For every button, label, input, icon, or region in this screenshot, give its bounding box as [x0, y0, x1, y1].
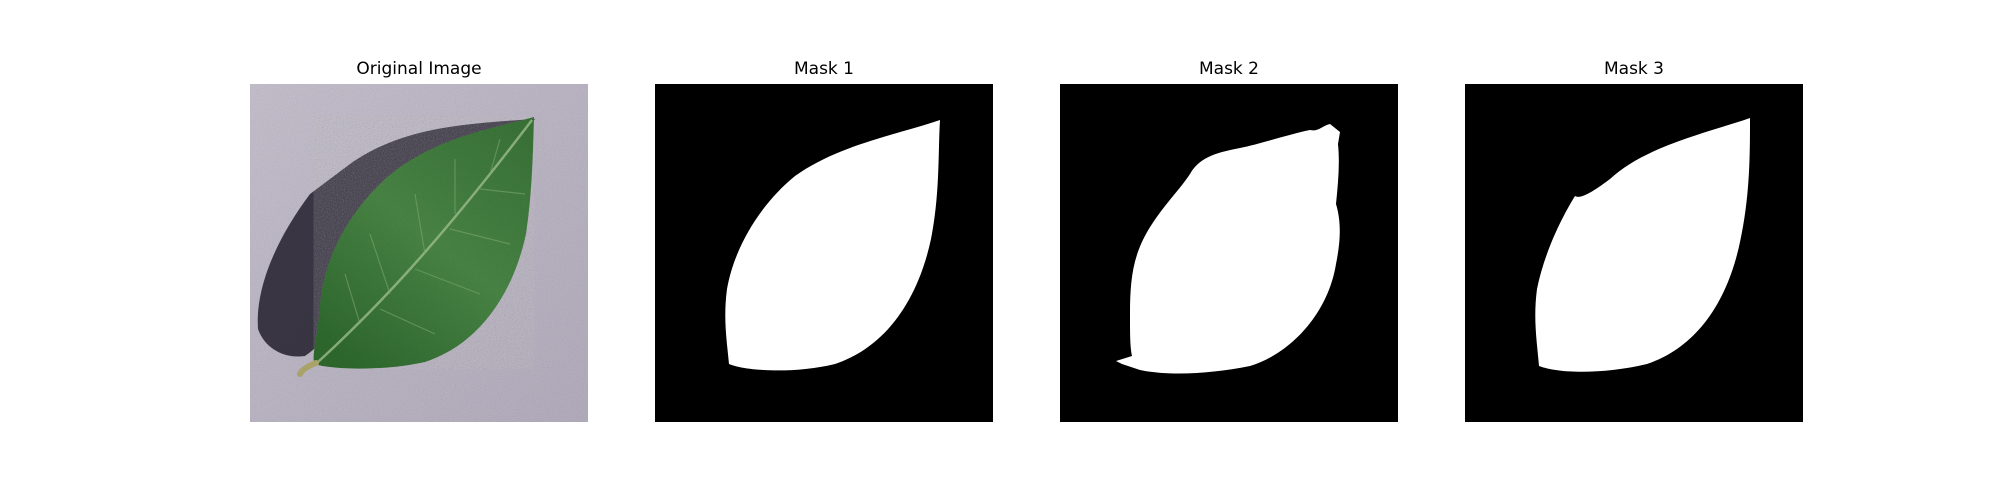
- panel-mask-3: Mask 3: [1465, 55, 1803, 425]
- panel-mask-1: Mask 1: [655, 55, 993, 425]
- panel-original-image: Original Image: [250, 55, 588, 425]
- panel-mask-2: Mask 2: [1060, 55, 1398, 425]
- panel-title: Mask 1: [793, 59, 854, 79]
- panel-title: Mask 3: [1603, 59, 1664, 79]
- mask-1-image: [655, 84, 993, 422]
- leaf-mask-icon: [1060, 84, 1398, 422]
- leaf-photo-icon: [250, 84, 588, 422]
- mask-3-image: [1465, 84, 1803, 422]
- mask-2-image: [1060, 84, 1398, 422]
- leaf-mask-icon: [1465, 84, 1803, 422]
- panel-title: Mask 2: [1198, 59, 1259, 79]
- original-image: [250, 84, 588, 422]
- leaf-mask-icon: [655, 84, 993, 422]
- panel-title: Original Image: [356, 59, 482, 79]
